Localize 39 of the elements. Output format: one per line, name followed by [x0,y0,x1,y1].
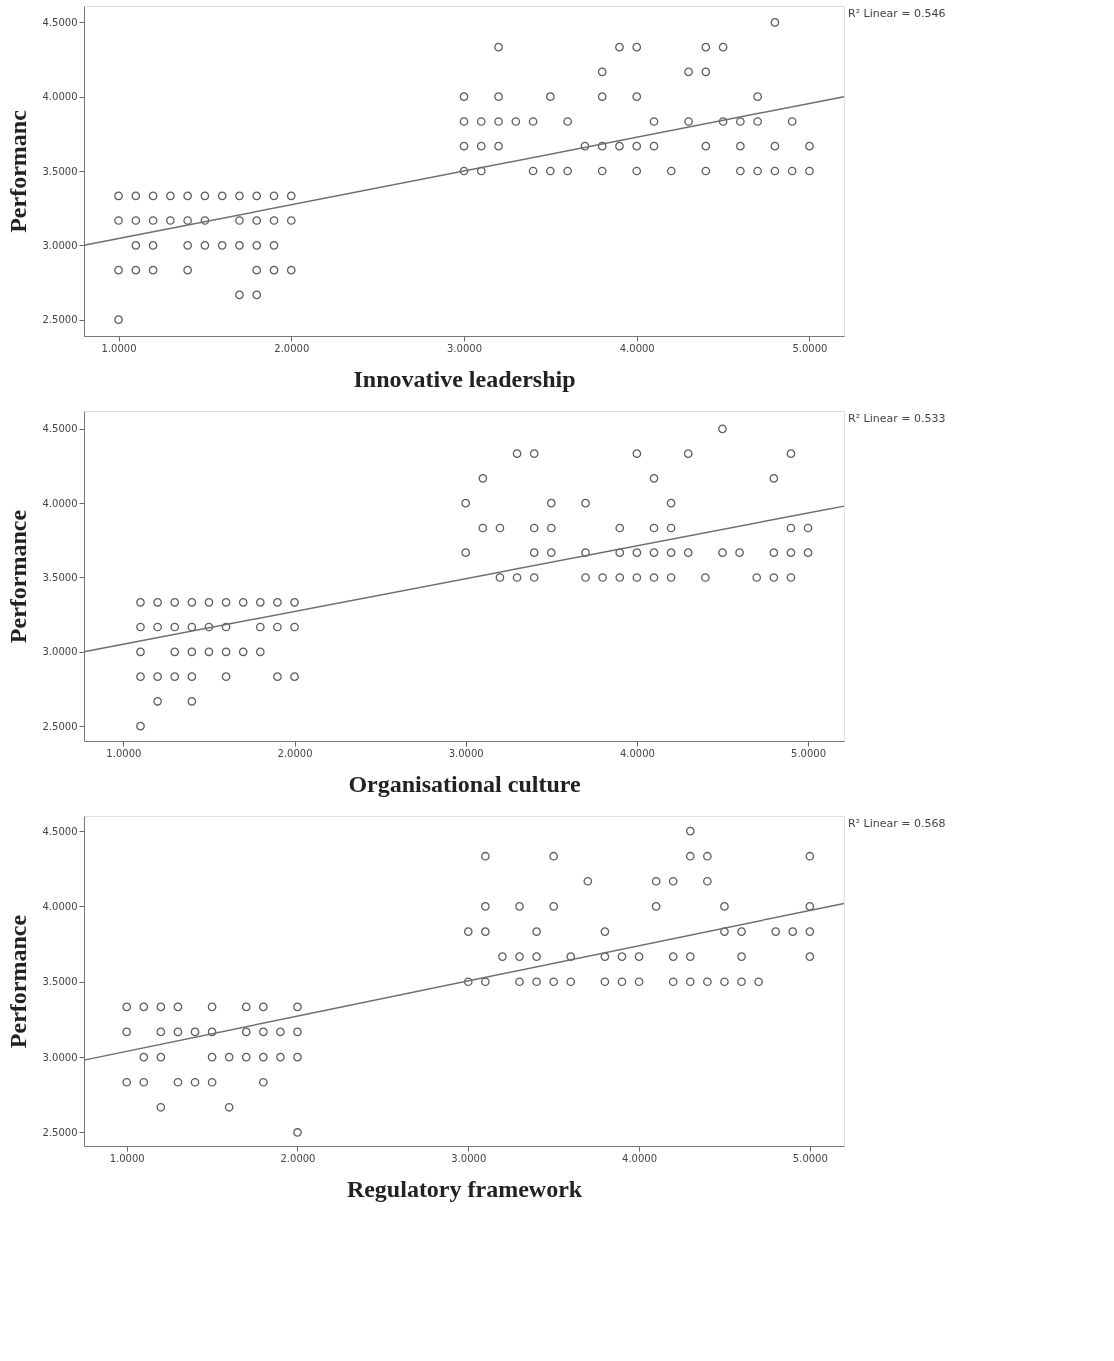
text: R² Linear = 0.546 [848,7,946,20]
y-tick-label: 2.5000 [42,720,78,732]
x-tick-label: 4.0000 [619,342,655,354]
text: R² Linear = 0.568 [848,817,946,830]
x-tick-label: 5.0000 [792,1152,828,1164]
y-tick-label: 4.0000 [42,91,78,103]
x-tick-label: 3.0000 [447,342,482,354]
y-tick-label: 3.5000 [42,976,78,988]
y-tick-label: 4.5000 [42,423,78,435]
x-tick-label: 1.0000 [109,1152,145,1164]
y-tick-label: 3.0000 [42,646,78,658]
y-tick-label: 4.0000 [42,900,78,912]
x-tick-label: 4.0000 [622,1152,658,1164]
y-tick-label: 4.5000 [42,16,78,28]
y-tick-label: 3.0000 [42,1051,78,1063]
x-axis-title: Innovative leadership [353,365,576,392]
y-tick-label: 3.0000 [42,239,78,251]
x-tick-label: 1.0000 [106,747,142,759]
x-tick-label: 3.0000 [448,747,484,759]
y-tick-label: 4.0000 [42,497,78,509]
y-tick-label: 2.5000 [42,314,78,326]
x-tick-label: 5.0000 [791,747,827,759]
x-axis-title: Regulatory framework [346,1175,583,1202]
x-tick-label: 5.0000 [792,342,828,354]
x-tick-label: 2.0000 [280,1152,316,1164]
x-tick-label: 3.0000 [451,1152,487,1164]
x-tick-label: 4.0000 [619,747,655,759]
x-tick-label: 2.0000 [274,342,310,354]
y-axis-title: Performanc [4,109,31,233]
y-axis-title: Performance [4,914,31,1049]
x-axis-title: Organisational culture [348,770,581,797]
y-tick-label: 3.5000 [42,571,78,583]
x-tick-label: 1.0000 [101,342,137,354]
x-tick-label: 2.0000 [277,747,313,759]
y-tick-label: 4.5000 [42,825,78,837]
y-tick-label: 2.5000 [42,1126,78,1138]
y-axis-title: Performance [4,509,31,644]
text: R² Linear = 0.533 [848,412,946,425]
y-tick-label: 3.5000 [42,165,78,177]
